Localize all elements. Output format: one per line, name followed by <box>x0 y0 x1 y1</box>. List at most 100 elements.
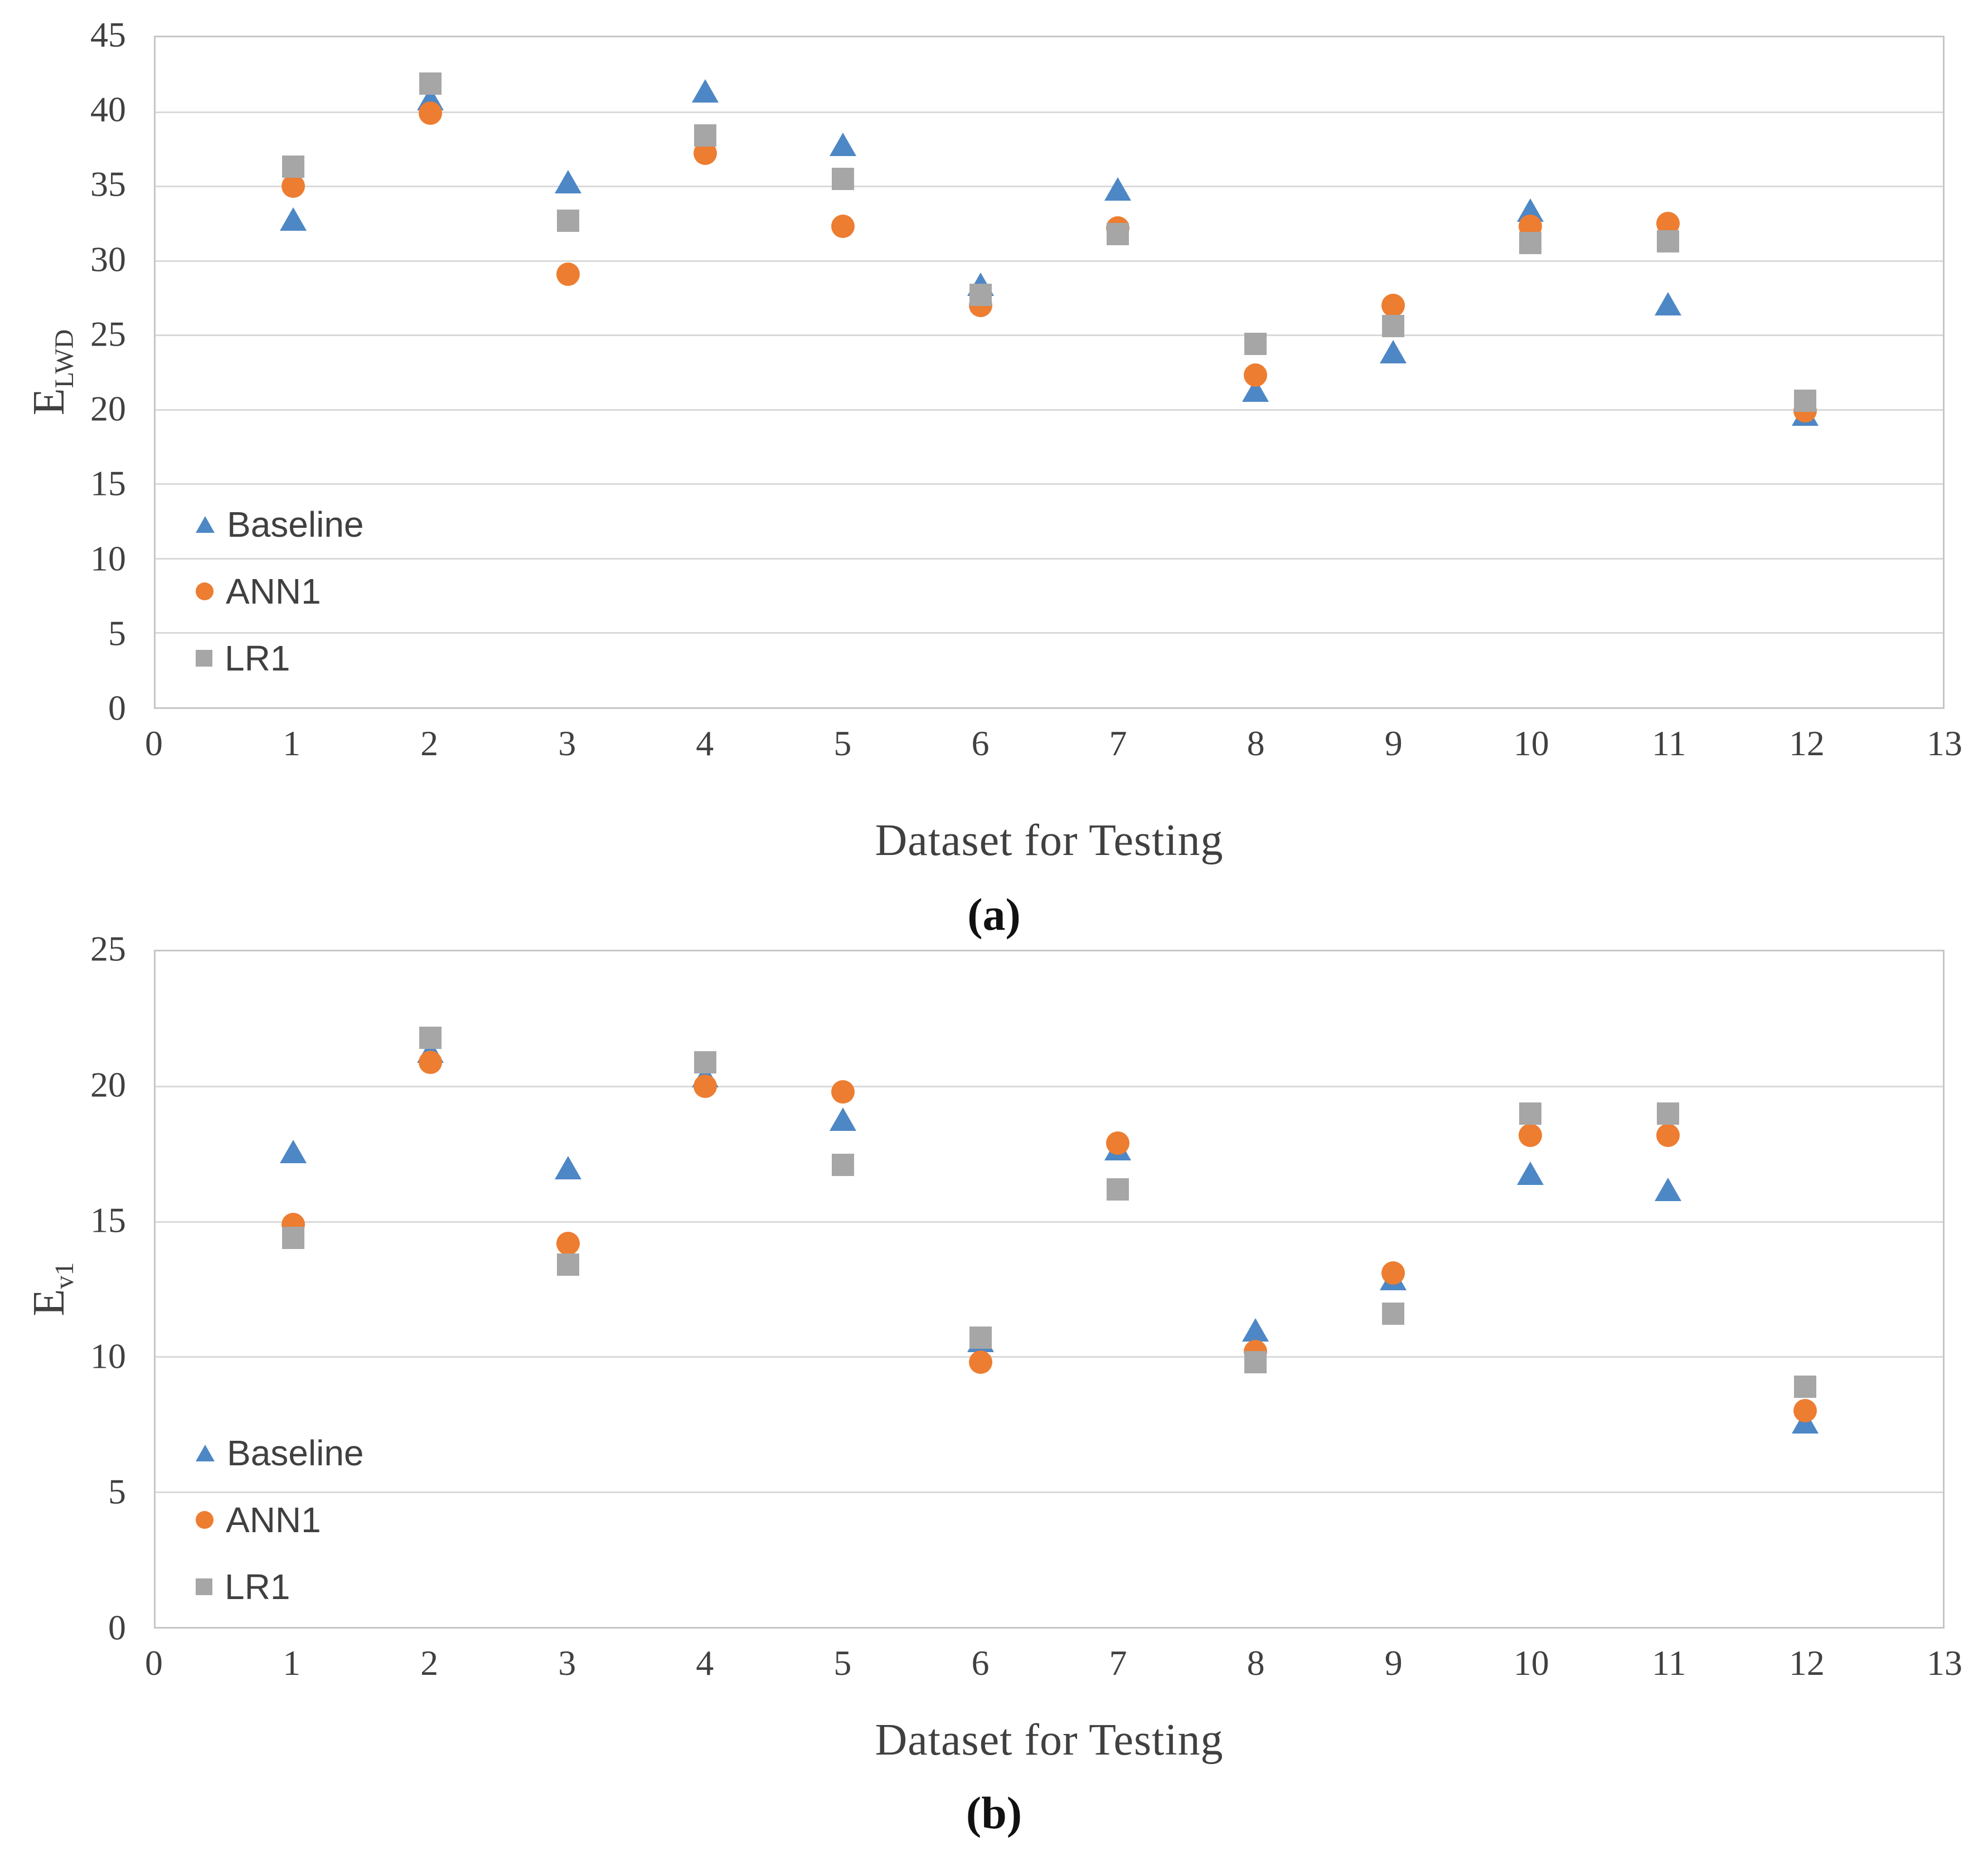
marker-ann1-x12 <box>1793 1399 1817 1423</box>
marker-lr1-x2 <box>419 1027 442 1050</box>
legend-entry-lr1: LR1 <box>196 1569 290 1605</box>
gridline-y10 <box>156 557 1943 560</box>
x-tick-label-b-9: 9 <box>1384 1643 1403 1683</box>
y-tick-label-b-0: 0 <box>108 1607 126 1648</box>
marker-baseline-x5 <box>830 133 857 157</box>
marker-baseline-x11 <box>1654 292 1681 316</box>
marker-lr1-x4 <box>694 1051 717 1073</box>
marker-lr1-x8 <box>1244 1350 1267 1373</box>
x-tick-label-a-4: 4 <box>696 723 714 763</box>
x-tick-label-a-5: 5 <box>833 723 852 763</box>
marker-baseline-x5 <box>830 1107 857 1131</box>
marker-baseline-x8 <box>1242 1318 1269 1342</box>
x-tick-label-b-1: 1 <box>283 1643 301 1683</box>
marker-lr1-x11 <box>1656 1102 1679 1125</box>
x-tick-label-a-11: 11 <box>1652 723 1686 763</box>
gridline-y5 <box>156 632 1943 634</box>
y-tick-label-a-5: 5 <box>108 613 126 653</box>
legend-lr1-square-icon <box>196 1578 212 1595</box>
legend-baseline-triangle-icon <box>196 516 215 533</box>
y-tick-label-a-15: 15 <box>90 464 126 504</box>
marker-ann1-x5 <box>831 215 855 239</box>
legend-entry-baseline: Baseline <box>196 1435 364 1471</box>
x-axis-title-a: Dataset for Testing <box>875 816 1224 865</box>
marker-ann1-x6 <box>968 1350 992 1374</box>
legend-label-ann1: ANN1 <box>226 1500 321 1540</box>
x-tick-label-a-2: 2 <box>420 723 439 763</box>
x-axis-title-b: Dataset for Testing <box>875 1716 1224 1765</box>
marker-lr1-x1 <box>282 1226 304 1249</box>
marker-lr1-x7 <box>1107 1178 1129 1201</box>
marker-lr1-x7 <box>1107 222 1129 245</box>
marker-ann1-x7 <box>1106 1131 1130 1155</box>
gridline-y20 <box>156 1086 1943 1088</box>
legend-label-baseline: Baseline <box>227 1433 364 1473</box>
marker-ann1-x5 <box>831 1080 855 1104</box>
marker-ann1-x11 <box>1656 1123 1680 1147</box>
gridline-y20 <box>156 409 1943 411</box>
x-tick-label-b-5: 5 <box>833 1643 852 1683</box>
marker-lr1-x4 <box>694 124 717 147</box>
y-tick-label-a-20: 20 <box>90 388 126 429</box>
x-tick-label-b-0: 0 <box>145 1643 163 1683</box>
marker-lr1-x9 <box>1381 315 1404 338</box>
gridline-y35 <box>156 186 1943 188</box>
marker-ann1-x4 <box>694 1075 717 1099</box>
x-tick-label-b-10: 10 <box>1513 1643 1549 1683</box>
marker-ann1-x10 <box>1519 1123 1543 1147</box>
marker-ann1-x9 <box>1381 1261 1405 1285</box>
gridline-y25 <box>156 334 1943 337</box>
marker-lr1-x6 <box>969 1327 992 1349</box>
y-tick-label-a-35: 35 <box>90 164 126 205</box>
x-tick-label-a-1: 1 <box>283 723 301 763</box>
marker-lr1-x9 <box>1381 1302 1404 1325</box>
x-tick-label-b-12: 12 <box>1788 1643 1825 1683</box>
legend-ann1-circle-icon <box>196 582 214 600</box>
x-tick-label-a-13: 13 <box>1927 723 1962 763</box>
marker-ann1-x9 <box>1381 293 1405 317</box>
x-tick-label-b-2: 2 <box>420 1643 439 1683</box>
gridline-y30 <box>156 260 1943 262</box>
y-tick-label-b-25: 25 <box>90 929 126 969</box>
legend-label-ann1: ANN1 <box>226 571 321 611</box>
gridline-y10 <box>156 1356 1943 1358</box>
gridline-y15 <box>156 1221 1943 1223</box>
x-tick-label-a-10: 10 <box>1513 723 1549 763</box>
marker-ann1-x8 <box>1243 363 1267 387</box>
marker-baseline-x1 <box>279 207 307 231</box>
marker-baseline-x7 <box>1104 177 1132 201</box>
x-tick-label-b-11: 11 <box>1652 1643 1686 1683</box>
legend-label-lr1: LR1 <box>225 1567 290 1607</box>
legend-entry-ann1: ANN1 <box>196 1502 321 1538</box>
marker-lr1-x12 <box>1794 389 1817 412</box>
marker-lr1-x8 <box>1244 333 1267 356</box>
x-tick-label-b-13: 13 <box>1927 1643 1962 1683</box>
marker-lr1-x10 <box>1519 231 1542 254</box>
y-tick-label-a-0: 0 <box>108 688 126 728</box>
legend-lr1-square-icon <box>196 650 212 667</box>
x-axis-ticks-b: 0 1 2 3 4 5 6 7 8 9 10 11 12 13 <box>145 1643 1962 1690</box>
y-tick-label-a-25: 25 <box>90 314 126 354</box>
y-tick-label-a-10: 10 <box>90 538 126 579</box>
y-tick-label-b-20: 20 <box>90 1065 126 1105</box>
y-tick-label-b-10: 10 <box>90 1336 126 1376</box>
marker-lr1-x5 <box>832 1153 855 1176</box>
gridline-y40 <box>156 111 1943 113</box>
marker-ann1-x2 <box>419 101 443 125</box>
legend-entry-baseline: Baseline <box>196 507 364 542</box>
x-tick-label-b-6: 6 <box>971 1643 990 1683</box>
caption-b: (b) <box>966 1787 1022 1838</box>
marker-lr1-x10 <box>1519 1102 1542 1125</box>
y-tick-label-a-45: 45 <box>90 14 126 55</box>
marker-baseline-x1 <box>279 1139 307 1163</box>
x-tick-label-b-4: 4 <box>696 1643 714 1683</box>
x-tick-label-a-7: 7 <box>1109 723 1127 763</box>
marker-ann1-x3 <box>556 262 580 286</box>
y-tick-label-a-30: 30 <box>90 239 126 279</box>
marker-lr1-x11 <box>1656 230 1679 252</box>
y-tick-label-b-5: 5 <box>108 1472 126 1512</box>
legend-entry-lr1: LR1 <box>196 640 290 676</box>
legend-baseline-triangle-icon <box>196 1445 215 1461</box>
y-tick-label-b-15: 15 <box>90 1200 126 1240</box>
marker-lr1-x6 <box>969 284 992 307</box>
